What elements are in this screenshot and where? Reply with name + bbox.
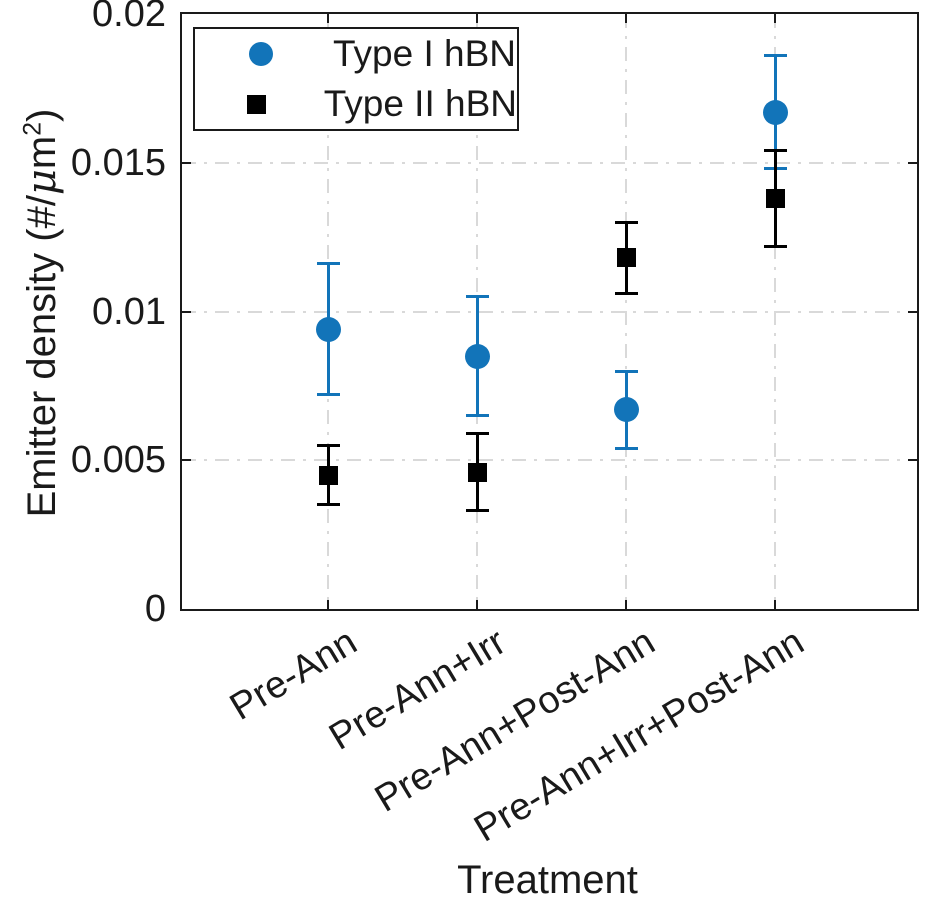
- error-bar-cap-bottom: [763, 244, 787, 248]
- x-tick-mark-bottom: [327, 600, 330, 609]
- x-axis-label: Treatment: [457, 858, 638, 902]
- mu-symbol: μ: [19, 169, 65, 196]
- data-marker-square: [318, 465, 338, 485]
- grid-line-horizontal: [182, 161, 917, 164]
- y-axis-label-close: ): [20, 108, 64, 122]
- error-bar-cap-bottom: [614, 446, 638, 450]
- y-axis-label-unit: m: [20, 135, 64, 170]
- y-tick-label: 0.01: [92, 290, 166, 333]
- x-tick-mark-top: [327, 14, 330, 23]
- x-tick-mark-top: [774, 14, 777, 23]
- y-axis-label-exponent: 2: [19, 121, 47, 136]
- data-marker-square: [765, 188, 785, 208]
- y-axis-label: Emitter density (#/μm2): [19, 3, 69, 623]
- error-bar-cap-top: [465, 431, 489, 435]
- x-tick-mark-bottom: [774, 600, 777, 609]
- y-tick-label: 0.005: [70, 439, 166, 482]
- y-tick-mark-right: [908, 161, 917, 164]
- y-tick-mark-right: [908, 459, 917, 462]
- error-bar-cap-top: [316, 443, 340, 447]
- legend-item: Type I hBN: [195, 29, 517, 79]
- grid-line-horizontal: [182, 459, 917, 462]
- x-tick-mark-bottom: [625, 600, 628, 609]
- legend-marker-cell: [209, 42, 313, 66]
- error-bar-cap-top: [763, 149, 787, 153]
- y-tick-label: 0.02: [92, 0, 166, 35]
- data-marker-square: [467, 462, 487, 482]
- y-axis-label-text: Emitter density (#/: [20, 195, 64, 518]
- error-bar-cap-bottom: [614, 292, 638, 296]
- y-tick-label: 0.015: [70, 141, 166, 184]
- y-tick-mark-left: [182, 161, 191, 164]
- x-tick-mark-bottom: [476, 600, 479, 609]
- legend-item-label: Type II hBN: [323, 83, 517, 124]
- y-tick-mark-right: [908, 310, 917, 313]
- data-marker-square: [616, 248, 636, 268]
- x-tick-mark-top: [625, 14, 628, 23]
- grid-line-vertical: [625, 14, 628, 609]
- data-marker-circle: [762, 99, 788, 125]
- error-bar-cap-bottom: [316, 503, 340, 507]
- error-bar-cap-bottom: [465, 414, 489, 418]
- error-bar-cap-top: [614, 220, 638, 224]
- y-tick-label: 0: [144, 588, 166, 630]
- error-bar-cap-top: [614, 369, 638, 373]
- grid-line-horizontal: [182, 310, 917, 313]
- data-marker-circle: [613, 397, 639, 423]
- legend-marker-cell: [209, 94, 304, 114]
- legend: Type I hBN Type II hBN: [193, 27, 519, 131]
- error-bar-cap-top: [763, 54, 787, 58]
- error-bar-cap-bottom: [465, 509, 489, 513]
- grid-line-vertical: [774, 14, 777, 609]
- y-tick-mark-left: [182, 310, 191, 313]
- error-bar-cap-top: [465, 295, 489, 299]
- data-marker-circle: [315, 316, 341, 342]
- error-bar-cap-top: [316, 262, 340, 266]
- error-bar-cap-bottom: [316, 393, 340, 397]
- legend-item: Type II hBN: [195, 79, 517, 129]
- circle-marker-icon: [249, 42, 273, 66]
- data-marker-circle: [464, 343, 490, 369]
- x-tick-mark-top: [476, 14, 479, 23]
- legend-item-label: Type I hBN: [333, 33, 517, 74]
- y-tick-mark-left: [182, 459, 191, 462]
- square-marker-icon: [246, 94, 266, 114]
